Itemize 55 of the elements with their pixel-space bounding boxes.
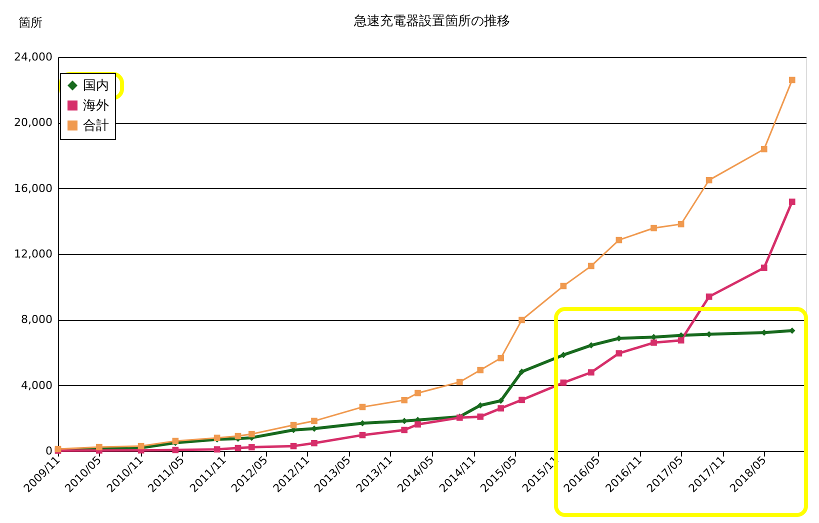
- point: [172, 446, 179, 454]
- y-tick-label: 20,000: [14, 116, 52, 130]
- point: [248, 444, 255, 450]
- point: [760, 146, 768, 152]
- y-tick-label: 24,000: [14, 50, 52, 64]
- point: [248, 430, 255, 438]
- point: [760, 264, 768, 271]
- chart-title: 急速充電器設置箇所の推移: [353, 14, 510, 29]
- point: [518, 368, 525, 375]
- point: [560, 282, 567, 290]
- point: [401, 426, 408, 434]
- point: [477, 366, 484, 374]
- point: [616, 350, 622, 356]
- point: [359, 432, 366, 438]
- point: [706, 176, 712, 184]
- point: [414, 421, 421, 428]
- y-tick-label: 0: [46, 444, 52, 458]
- y-tick-label: 4,000: [21, 378, 52, 392]
- point: [456, 378, 463, 386]
- y-tick-label: 8,000: [21, 313, 52, 326]
- point: [311, 440, 318, 446]
- point: [518, 396, 525, 404]
- point: [788, 198, 796, 205]
- point: [560, 352, 567, 358]
- point: [498, 354, 504, 362]
- y-tick-label: 12,000: [14, 248, 52, 260]
- point: [678, 220, 684, 228]
- point: [234, 432, 242, 440]
- point: [477, 402, 484, 409]
- point: [560, 380, 567, 386]
- y-tick-label: 16,000: [14, 182, 52, 195]
- point: [359, 404, 366, 410]
- legend-label: 合計: [83, 118, 109, 134]
- point: [588, 262, 594, 270]
- point: [214, 446, 220, 453]
- point: [518, 316, 525, 324]
- point: [616, 236, 622, 244]
- point: [588, 369, 594, 376]
- legend-label: 国内: [83, 78, 109, 94]
- point: [706, 294, 712, 300]
- point: [290, 442, 297, 450]
- point: [401, 396, 408, 404]
- point: [498, 405, 504, 412]
- point: [290, 422, 297, 428]
- point: [650, 339, 657, 346]
- point: [588, 342, 594, 348]
- point: [477, 414, 484, 420]
- point: [788, 76, 796, 84]
- point: [678, 337, 684, 344]
- point: [311, 418, 318, 424]
- point: [234, 444, 242, 452]
- y-axis-title: 箇所: [18, 16, 42, 30]
- point: [414, 390, 421, 396]
- legend-label: 海外: [83, 98, 109, 114]
- point: [650, 224, 657, 232]
